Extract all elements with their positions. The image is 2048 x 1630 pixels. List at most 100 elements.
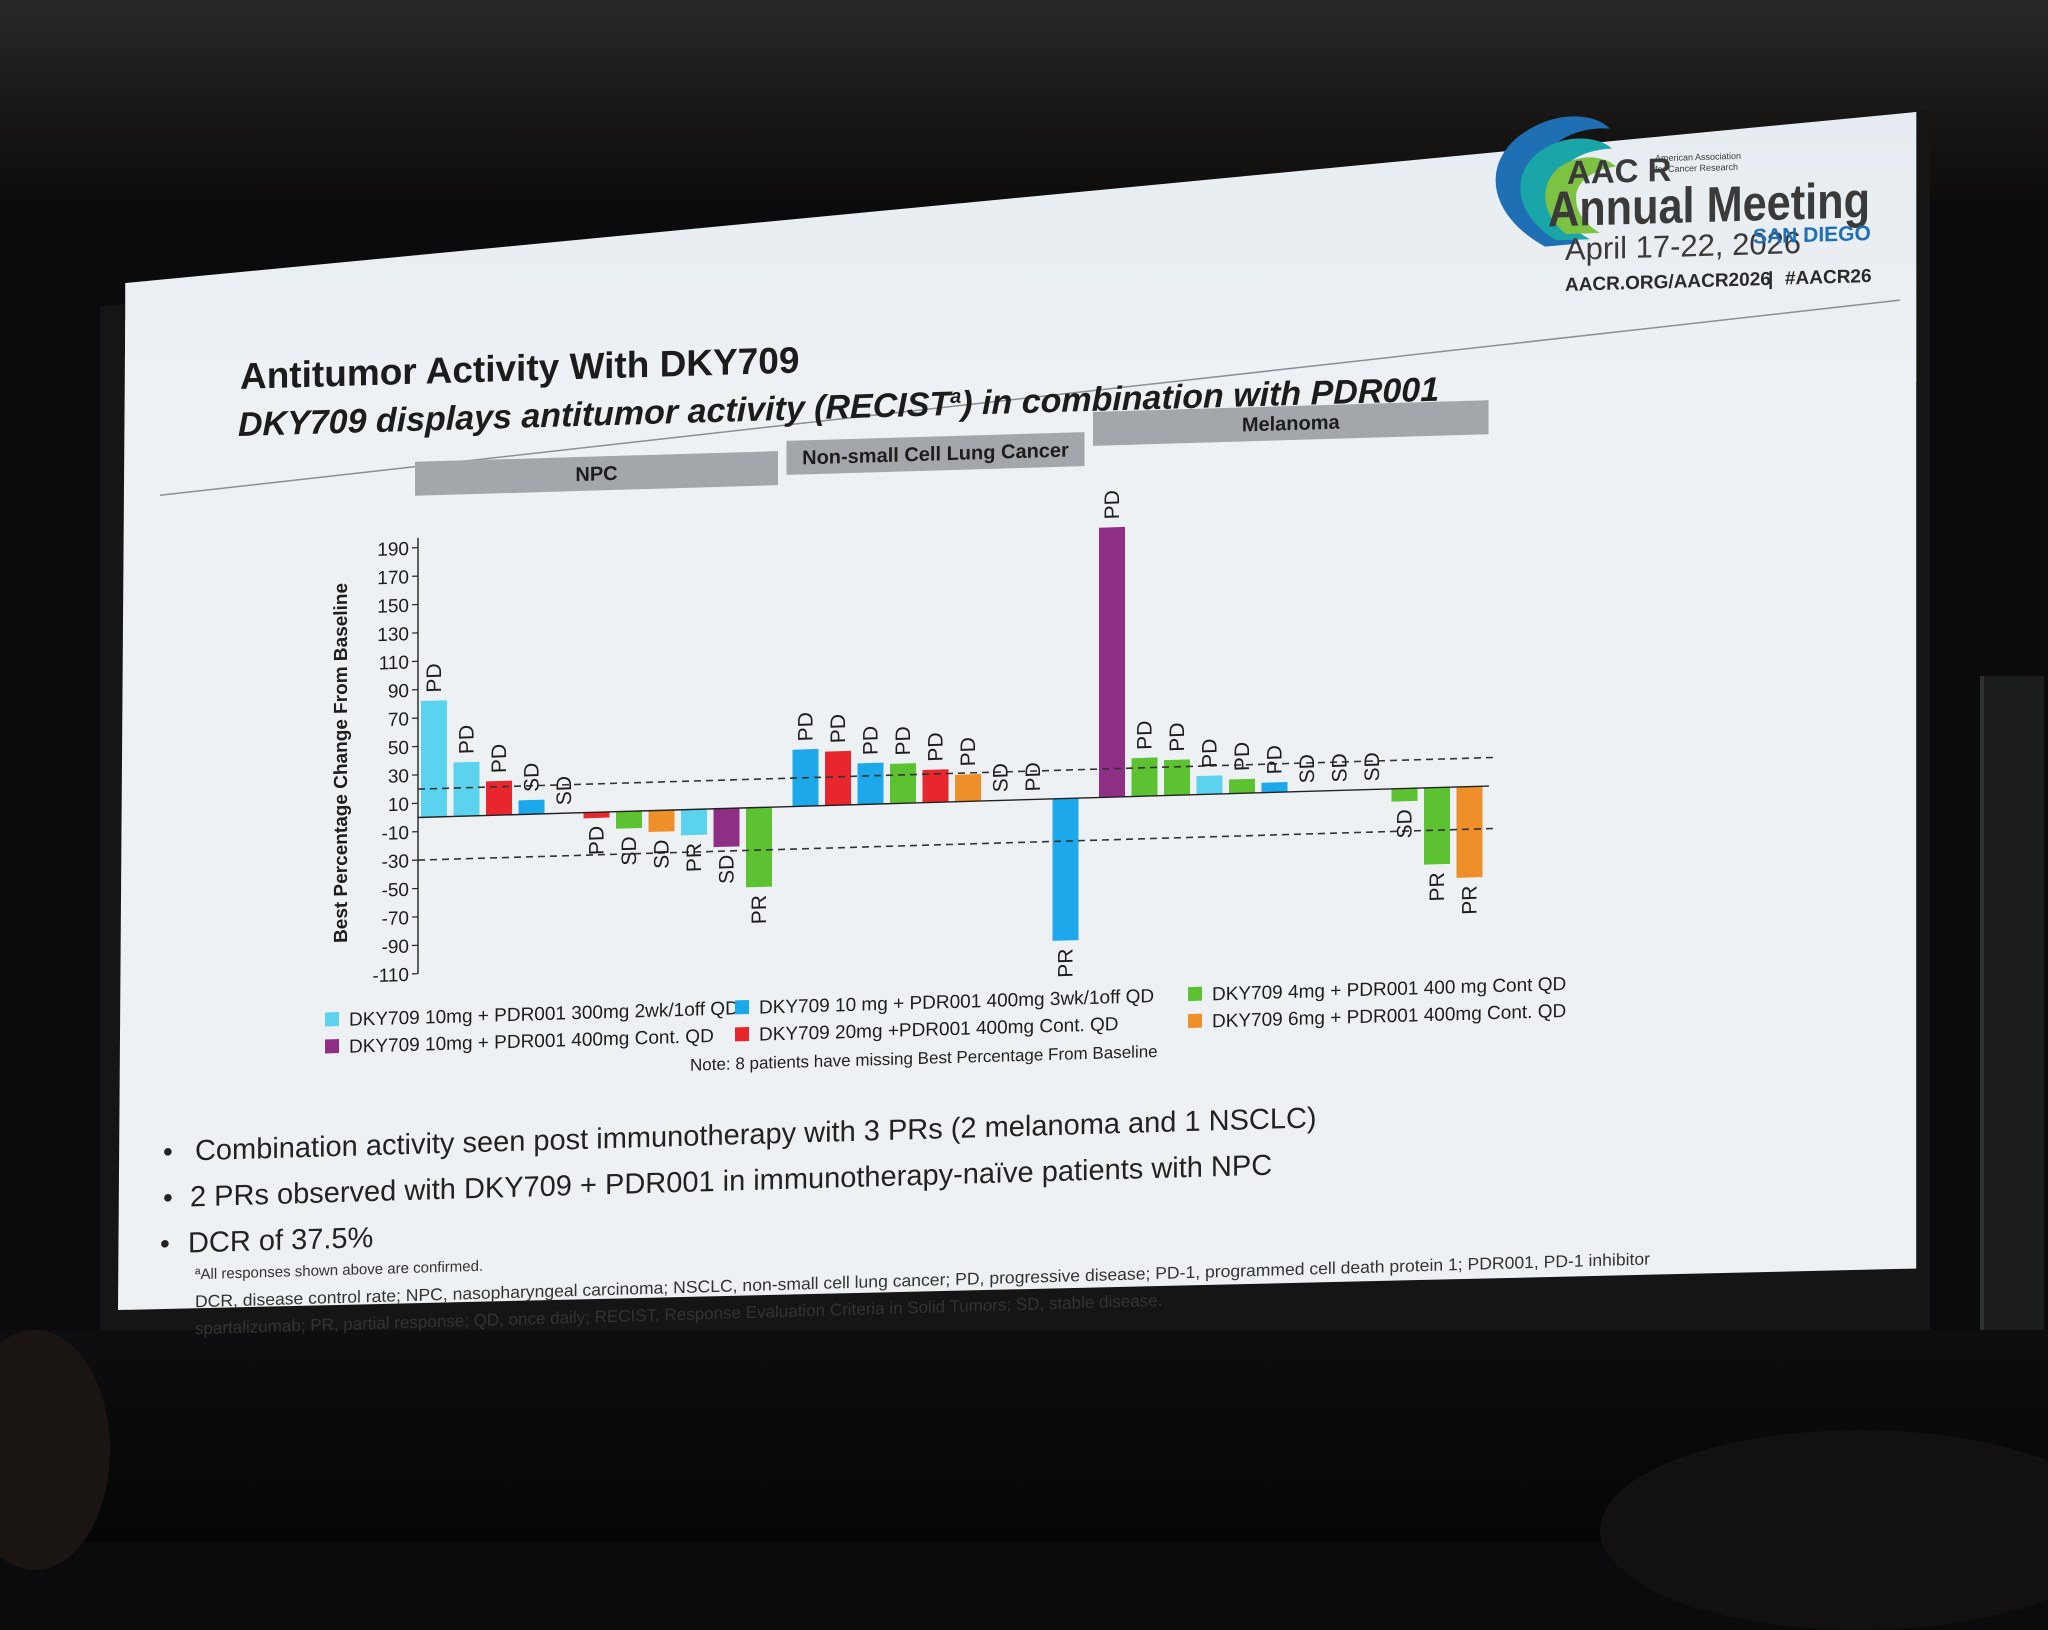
- bullet-dot: •: [163, 1136, 173, 1167]
- y-tick-label: 110: [379, 653, 409, 675]
- bar-response-label: SD: [716, 854, 739, 884]
- bar-response-label: PD: [586, 826, 609, 856]
- y-tick-label: 170: [377, 567, 409, 589]
- bullet-item-3: DCR of 37.5%: [188, 1222, 373, 1259]
- aacr-logo: AAC R American Association for Cancer Re…: [1496, 108, 1872, 298]
- legend-label: DKY709 6mg + PDR001 400mg Cont. QD: [1212, 1001, 1566, 1032]
- bar-response-label: SD: [553, 776, 576, 806]
- bullet-dot: •: [160, 1228, 170, 1259]
- legend-swatch: [735, 1000, 749, 1014]
- y-tick-label: -90: [382, 937, 409, 959]
- bar-response-label: PD: [827, 714, 850, 744]
- legend-label: DKY709 4mg + PDR001 400 mg Cont QD: [1212, 974, 1566, 1005]
- footnote-line1: ªAll responses shown above are confirmed…: [195, 1258, 483, 1283]
- bars: [418, 516, 1489, 959]
- bar-response-label: PD: [456, 725, 479, 755]
- legend-swatch: [325, 1039, 339, 1053]
- bar: [1262, 782, 1288, 793]
- group-header-label: NPC: [575, 463, 617, 486]
- bar: [681, 809, 707, 835]
- bar: [890, 763, 916, 804]
- logo-org-line2: for Cancer Research: [1655, 162, 1738, 174]
- y-tick-label: 50: [388, 738, 409, 760]
- bar-response-label: PD: [1264, 745, 1287, 775]
- y-axis: 190 170 150 130 110 90 70 50 30 10 -10 -30 -50 -70 -90…: [331, 538, 418, 989]
- legend-label: DKY709 10 mg + PDR001 400mg 3wk/1off QD: [759, 986, 1154, 1019]
- y-tick-label: -30: [382, 851, 409, 873]
- y-tick-label: -110: [372, 965, 409, 987]
- bar-response-label: PD: [1101, 490, 1124, 520]
- bar: [714, 808, 740, 847]
- logo-hashtag: #AACR26: [1785, 266, 1872, 290]
- bullet-dot: •: [163, 1182, 173, 1213]
- legend-swatch: [735, 1027, 749, 1041]
- bar: [616, 811, 642, 829]
- bar-response-label: PD: [925, 732, 948, 762]
- bar: [421, 700, 447, 817]
- bar-labels: PD PD PD SD SD PD SD SD PR SD PR PD PD PD PD PD PD SD PD PR…: [423, 479, 1481, 996]
- group-header-label: Melanoma: [1242, 412, 1341, 437]
- logo-web: AACR.ORG/AACR2026: [1565, 269, 1771, 296]
- bar-response-label: PD: [860, 725, 883, 755]
- bar-response-label: PD: [957, 737, 980, 767]
- bar: [1457, 786, 1483, 878]
- y-tick-label: 190: [377, 539, 409, 561]
- y-tick-label: 70: [388, 709, 409, 731]
- y-tick-label: 30: [388, 766, 409, 788]
- legend-swatch: [325, 1012, 339, 1026]
- subtitle-superscript: a: [950, 386, 961, 408]
- bar: [1099, 527, 1125, 798]
- y-tick-label: -70: [382, 908, 409, 930]
- legend-label: DKY709 10mg + PDR001 300mg 2wk/1off QD: [349, 998, 739, 1030]
- bar-response-label: PR: [683, 843, 706, 873]
- y-tick-label: -50: [382, 880, 409, 902]
- bar: [858, 763, 884, 805]
- bar-response-label: PR: [1055, 948, 1078, 978]
- bar: [1197, 775, 1223, 794]
- y-tick-label: 10: [388, 795, 409, 817]
- y-tick-label: 130: [377, 624, 409, 646]
- y-tick-label: 150: [377, 596, 409, 618]
- bar: [825, 751, 851, 806]
- legend-swatch: [1188, 1014, 1202, 1028]
- bar-response-label: SD: [990, 763, 1013, 793]
- logo-separator: |: [1768, 269, 1773, 290]
- legend: DKY709 10mg + PDR001 300mg 2wk/1off QDDK…: [325, 974, 1566, 1058]
- bar: [955, 774, 981, 802]
- reference-line: [418, 828, 1494, 860]
- bar-response-label: PD: [423, 663, 446, 693]
- bar: [1132, 757, 1158, 796]
- footnotes: ªAll responses shown above are confirmed…: [195, 1223, 1650, 1338]
- bar: [1164, 759, 1190, 795]
- bar-response-label: SD: [521, 762, 544, 792]
- bar-response-label: PD: [1166, 722, 1189, 752]
- bar-response-label: PD: [795, 712, 818, 742]
- bar-response-label: SD: [1329, 753, 1352, 783]
- bar: [1053, 798, 1079, 941]
- logo-city: SAN DIEGO: [1753, 222, 1871, 248]
- bar: [1424, 787, 1450, 864]
- legend-label: DKY709 10mg + PDR001 400mg Cont. QD: [349, 1026, 714, 1058]
- bar: [746, 807, 772, 887]
- bar-response-label: SD: [1296, 754, 1319, 784]
- legend-swatch: [1188, 987, 1202, 1001]
- bar-response-label: PR: [1426, 872, 1449, 902]
- slide-title: Antitumor Activity With DKY709: [240, 340, 799, 397]
- bar-response-label: SD: [651, 839, 674, 869]
- bar: [1229, 779, 1255, 794]
- bar-response-label: SD: [1394, 809, 1417, 839]
- y-tick-label: -10: [382, 823, 409, 845]
- slide-content: Antitumor Activity With DKY709 DKY709 di…: [0, 0, 2048, 1542]
- bar-response-label: PD: [1134, 720, 1157, 750]
- legend-label: DKY709 20mg +PDR001 400mg Cont. QD: [759, 1014, 1119, 1046]
- y-tick-label: 90: [388, 681, 409, 703]
- bar: [519, 800, 545, 815]
- bar: [454, 762, 480, 817]
- bar-response-label: PD: [1231, 742, 1254, 772]
- bar-response-label: PD: [1022, 762, 1045, 792]
- bar: [649, 810, 675, 832]
- bar-response-label: PD: [892, 726, 915, 756]
- bar-response-label: PR: [1459, 885, 1482, 915]
- bar-response-label: PD: [1199, 738, 1222, 768]
